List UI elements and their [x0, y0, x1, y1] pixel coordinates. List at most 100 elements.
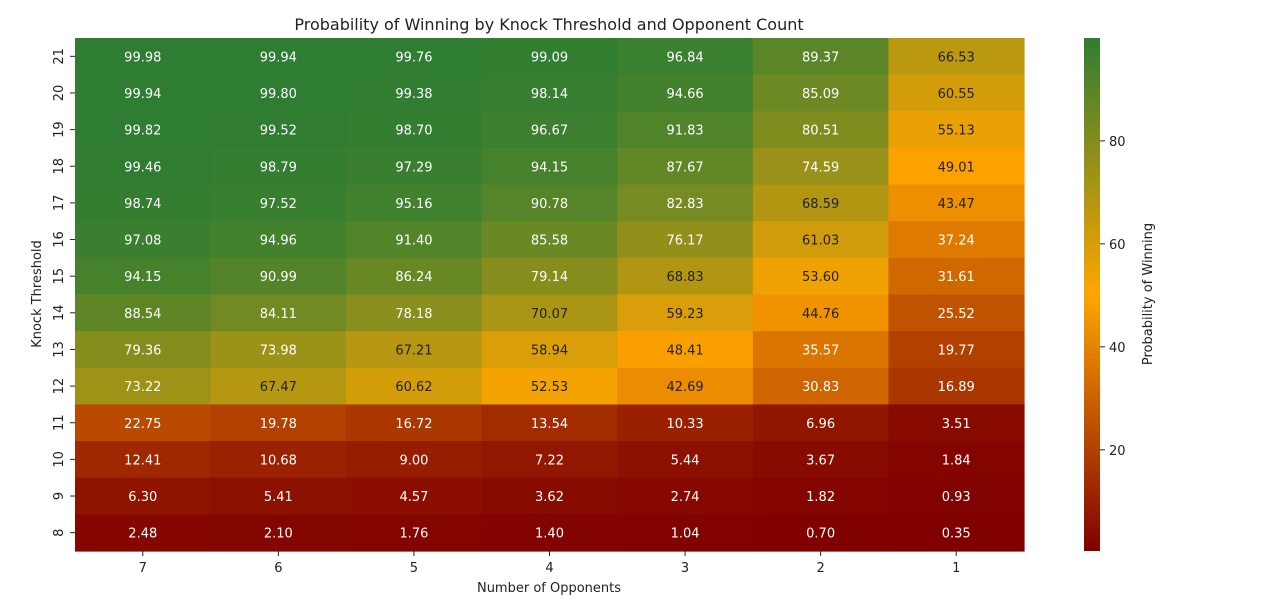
cell-value-label: 1.82	[806, 490, 835, 505]
cell-value-label: 94.96	[260, 234, 297, 249]
cell-value-label: 76.17	[666, 234, 703, 249]
cell-value-label: 44.76	[802, 307, 839, 322]
heatmap-cell	[75, 74, 212, 112]
x-tick-label: 2	[817, 561, 825, 576]
cell-value-label: 73.98	[260, 343, 297, 358]
cell-value-label: 3.67	[806, 453, 835, 468]
cell-value-label: 55.13	[938, 124, 975, 139]
cell-value-label: 2.48	[128, 527, 157, 542]
heatmap-cell	[481, 38, 618, 76]
cell-value-label: 60.55	[938, 87, 975, 102]
cell-value-label: 12.41	[124, 453, 161, 468]
cell-value-label: 0.35	[942, 527, 971, 542]
heatmap-cell	[752, 331, 890, 369]
heatmap-cell	[481, 74, 618, 112]
cell-value-label: 19.77	[938, 343, 975, 358]
heatmap-cell	[210, 514, 347, 552]
heatmap-cell	[617, 111, 754, 149]
heatmap-cell	[346, 184, 483, 222]
colorbar-label: Probability of Winning	[1141, 223, 1156, 365]
colorbar-tick-label: 20	[1109, 444, 1126, 459]
heatmap-cell	[752, 184, 890, 222]
heatmap-cell	[888, 441, 1025, 479]
heatmap-cell	[346, 331, 483, 369]
cell-value-label: 16.89	[938, 380, 975, 395]
heatmap-cell	[75, 294, 212, 332]
heatmap-cell	[75, 514, 212, 552]
cell-value-label: 42.69	[666, 380, 703, 395]
heatmap-cell	[752, 147, 890, 186]
cell-value-label: 0.93	[942, 490, 971, 505]
cell-value-label: 74.59	[802, 160, 839, 175]
cell-value-label: 94.15	[531, 160, 568, 175]
heatmap-cell	[75, 404, 212, 442]
cell-value-label: 1.76	[399, 527, 428, 542]
heatmap-cell	[752, 38, 890, 76]
heatmap-cell	[210, 477, 347, 515]
heatmap-cell	[210, 367, 347, 406]
heatmap-cell	[210, 38, 347, 76]
cell-value-label: 97.52	[260, 197, 297, 212]
heatmap-cell	[75, 331, 212, 369]
y-tick-label: 16	[52, 231, 67, 248]
heatmap-cell	[617, 477, 754, 515]
cell-value-label: 95.16	[395, 197, 432, 212]
heatmap-cell	[617, 221, 754, 259]
cell-value-label: 86.24	[395, 270, 432, 285]
heatmap-cell	[481, 184, 618, 222]
cell-value-label: 58.94	[531, 343, 568, 358]
heatmap-cell	[210, 294, 347, 332]
cell-value-label: 94.66	[666, 87, 703, 102]
cell-value-label: 94.15	[124, 270, 161, 285]
cell-value-label: 48.41	[666, 343, 703, 358]
y-tick-label: 11	[52, 414, 67, 431]
cell-value-label: 91.40	[395, 234, 432, 249]
cell-value-label: 79.14	[531, 270, 568, 285]
cell-value-label: 10.68	[260, 453, 297, 468]
heatmap-cell	[617, 38, 754, 76]
cell-value-label: 5.41	[264, 490, 293, 505]
heatmap-cell	[346, 221, 483, 259]
y-tick-label: 21	[52, 48, 67, 65]
colorbar-tick-label: 40	[1109, 341, 1126, 356]
heatmap-cell	[617, 404, 754, 442]
heatmap-cell	[75, 38, 212, 76]
heatmap-cell	[617, 74, 754, 112]
heatmap-cell	[752, 367, 890, 406]
heatmap-cell	[481, 404, 618, 442]
heatmap-cell	[210, 111, 347, 149]
cell-value-label: 90.99	[260, 270, 297, 285]
heatmap-cell	[346, 441, 483, 479]
y-tick-label: 12	[52, 378, 67, 395]
x-tick-label: 1	[952, 561, 960, 576]
heatmap-cell	[210, 441, 347, 479]
cell-value-label: 99.38	[395, 87, 432, 102]
cell-value-label: 96.84	[666, 50, 703, 65]
cell-value-label: 80.51	[802, 124, 839, 139]
cell-value-label: 67.47	[260, 380, 297, 395]
cell-value-label: 1.84	[942, 453, 971, 468]
y-tick-label: 17	[52, 195, 67, 212]
x-axis-label: Number of Opponents	[477, 581, 621, 596]
cell-value-label: 89.37	[802, 50, 839, 65]
y-tick-label: 13	[52, 341, 67, 358]
cell-value-label: 67.21	[395, 343, 432, 358]
heatmap-cell	[481, 441, 618, 479]
y-tick-label: 18	[52, 158, 67, 175]
heatmap-cell	[888, 294, 1025, 332]
heatmap-cell	[75, 367, 212, 406]
cell-value-label: 60.62	[395, 380, 432, 395]
cell-value-label: 99.80	[260, 87, 297, 102]
y-tick-label: 20	[52, 85, 67, 102]
heatmap-cell	[752, 514, 890, 552]
x-tick-label: 5	[410, 561, 418, 576]
y-axis-ticks: 21 20 19 18 17 16 15 14 13 12 11 10 9 8	[52, 48, 75, 537]
cell-value-label: 35.57	[802, 343, 839, 358]
cell-value-label: 13.54	[531, 417, 568, 432]
heatmap-cell	[75, 184, 212, 222]
cell-value-label: 52.53	[531, 380, 568, 395]
y-tick-label: 15	[52, 268, 67, 285]
heatmap-cell	[481, 331, 618, 369]
cell-value-label: 98.14	[531, 87, 568, 102]
